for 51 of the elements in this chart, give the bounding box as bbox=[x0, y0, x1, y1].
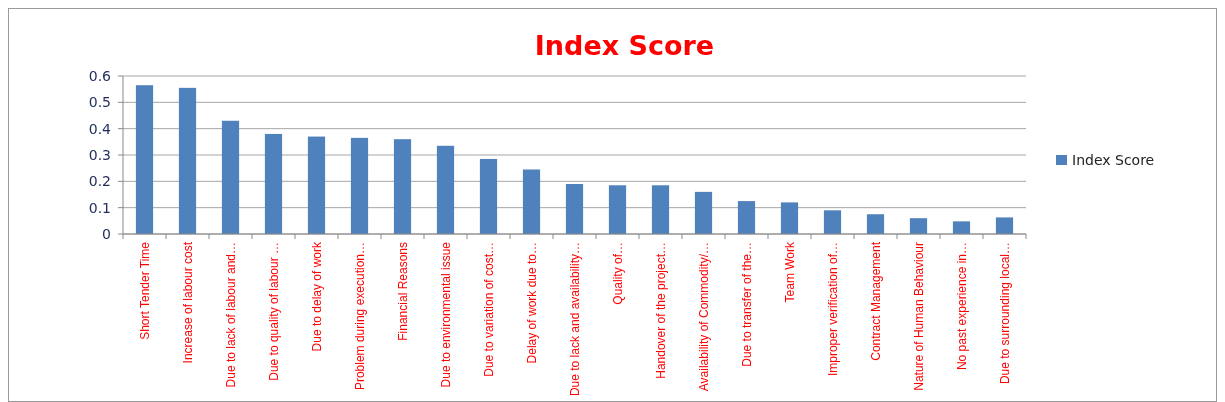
x-tick-label: Due to transfer of the… bbox=[739, 242, 754, 367]
x-tick-label: No past experience in… bbox=[954, 242, 969, 371]
y-tick-label: 0.3 bbox=[88, 146, 111, 163]
x-tick-label: Problem during execution… bbox=[352, 242, 367, 391]
y-tick-label: 0 bbox=[102, 225, 111, 242]
bar bbox=[135, 85, 154, 234]
x-tick-label: Availability of Commodity/… bbox=[696, 242, 711, 392]
bar bbox=[780, 202, 799, 234]
x-tick-label: Increase of labour cost bbox=[180, 241, 195, 364]
y-tick-label: 0.6 bbox=[88, 67, 112, 84]
y-tick-label: 0.2 bbox=[88, 173, 111, 190]
bar bbox=[393, 139, 412, 234]
bar bbox=[737, 201, 756, 234]
x-tick-label: Delay of work due to… bbox=[524, 242, 539, 364]
x-tick-label: Quality of… bbox=[610, 242, 625, 305]
x-tick-label: Improper verification of… bbox=[825, 242, 840, 377]
chart-title: Index Score bbox=[534, 30, 715, 61]
legend-label: Index Score bbox=[1072, 151, 1155, 168]
bar bbox=[608, 185, 627, 234]
bar bbox=[694, 191, 713, 234]
bar bbox=[866, 214, 885, 234]
x-tick-label: Team Work bbox=[782, 241, 797, 303]
x-tick-label: Due to environmental issue bbox=[438, 241, 453, 388]
bar bbox=[565, 183, 584, 234]
x-tick-label: Short Tender Time bbox=[137, 241, 152, 340]
bar bbox=[995, 217, 1014, 234]
x-tick-label: Handover of the project… bbox=[653, 242, 668, 379]
bar bbox=[221, 120, 240, 234]
x-tick-label: Due to delay of work bbox=[309, 241, 324, 352]
y-tick-label: 0.1 bbox=[88, 199, 111, 216]
bar bbox=[436, 145, 455, 234]
x-tick-label: Due to quality of labour … bbox=[266, 242, 281, 381]
x-tick-label: Nature of Human Behaviour bbox=[911, 242, 926, 391]
bar bbox=[264, 133, 283, 234]
bar bbox=[651, 185, 670, 234]
x-tick-label: Financial Reasons bbox=[395, 242, 410, 341]
x-tick-label: Due to variation of cost… bbox=[481, 242, 496, 377]
bar bbox=[178, 87, 197, 234]
x-tick-label: Due to lack of labour and… bbox=[223, 242, 238, 388]
x-tick-label: Due to surrounding local… bbox=[997, 242, 1012, 385]
x-tick-label: Contract Management bbox=[868, 241, 883, 361]
bar bbox=[307, 136, 326, 234]
bar bbox=[522, 169, 541, 234]
bar bbox=[350, 137, 369, 234]
bar bbox=[952, 221, 971, 234]
bar bbox=[909, 218, 928, 234]
y-tick-label: 0.4 bbox=[88, 120, 112, 137]
bar bbox=[823, 210, 842, 234]
x-tick-label: Due to lack and availability… bbox=[567, 242, 582, 397]
bar bbox=[479, 158, 498, 234]
y-tick-label: 0.5 bbox=[88, 94, 111, 111]
